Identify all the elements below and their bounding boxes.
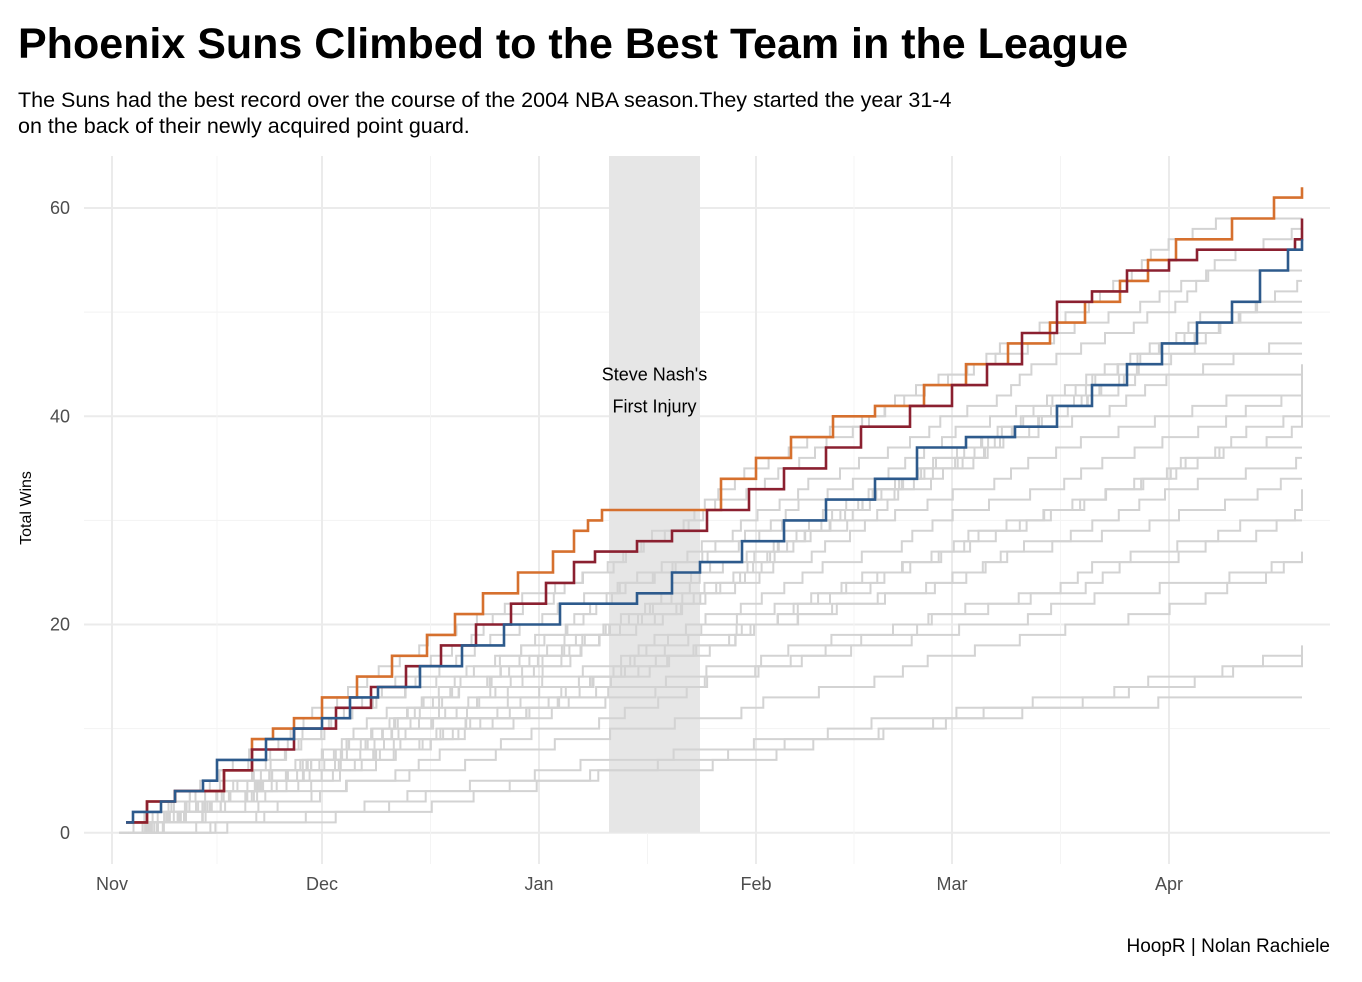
chart-caption: HoopR | Nolan Rachiele — [1126, 936, 1331, 957]
y-tick-label: 0 — [60, 823, 70, 843]
y-tick-label: 20 — [50, 615, 70, 635]
background-team-line — [119, 645, 1303, 834]
background-team-line — [128, 373, 1302, 834]
injury-band — [609, 156, 700, 833]
background-team-line — [130, 561, 1302, 834]
background-team-line — [124, 352, 1302, 834]
background-team-line — [120, 405, 1303, 834]
axis-ticks: 0 20 40 60 Nov Dec Jan Feb Mar Apr — [50, 198, 1183, 894]
y-tick-label: 60 — [50, 198, 70, 218]
background-team-line — [123, 321, 1302, 834]
x-tick-label: Apr — [1155, 874, 1183, 894]
background-team-line — [130, 696, 1302, 834]
annotation-line: First Injury — [612, 397, 696, 417]
x-tick-label: Jan — [524, 874, 553, 894]
chart-title: Phoenix Suns Climbed to the Best Team in… — [18, 20, 1129, 68]
annotation-line: Steve Nash's — [602, 365, 708, 385]
injury-annotation: Steve Nash's First Injury — [602, 365, 708, 417]
background-team-line — [119, 364, 1303, 834]
highlight-team-line — [126, 239, 1304, 824]
background-team-line — [124, 654, 1302, 834]
background-team-line — [120, 519, 1302, 834]
background-team-line — [132, 227, 1302, 834]
x-tick-label: Dec — [306, 874, 338, 894]
background-team-line — [125, 217, 1302, 834]
highlight-team-lines — [126, 187, 1304, 824]
background-team-lines — [119, 217, 1303, 834]
x-tick-label: Mar — [937, 874, 968, 894]
x-tick-label: Feb — [740, 874, 771, 894]
background-team-line — [123, 300, 1302, 834]
y-tick-label: 40 — [50, 406, 70, 426]
background-team-line — [128, 342, 1302, 834]
highlight-team-line — [126, 187, 1304, 824]
chart-subtitle: The Suns had the best record over the co… — [18, 88, 952, 138]
background-team-line — [130, 279, 1302, 834]
y-axis-title: Total Wins — [18, 471, 35, 545]
x-tick-label: Nov — [96, 874, 128, 894]
